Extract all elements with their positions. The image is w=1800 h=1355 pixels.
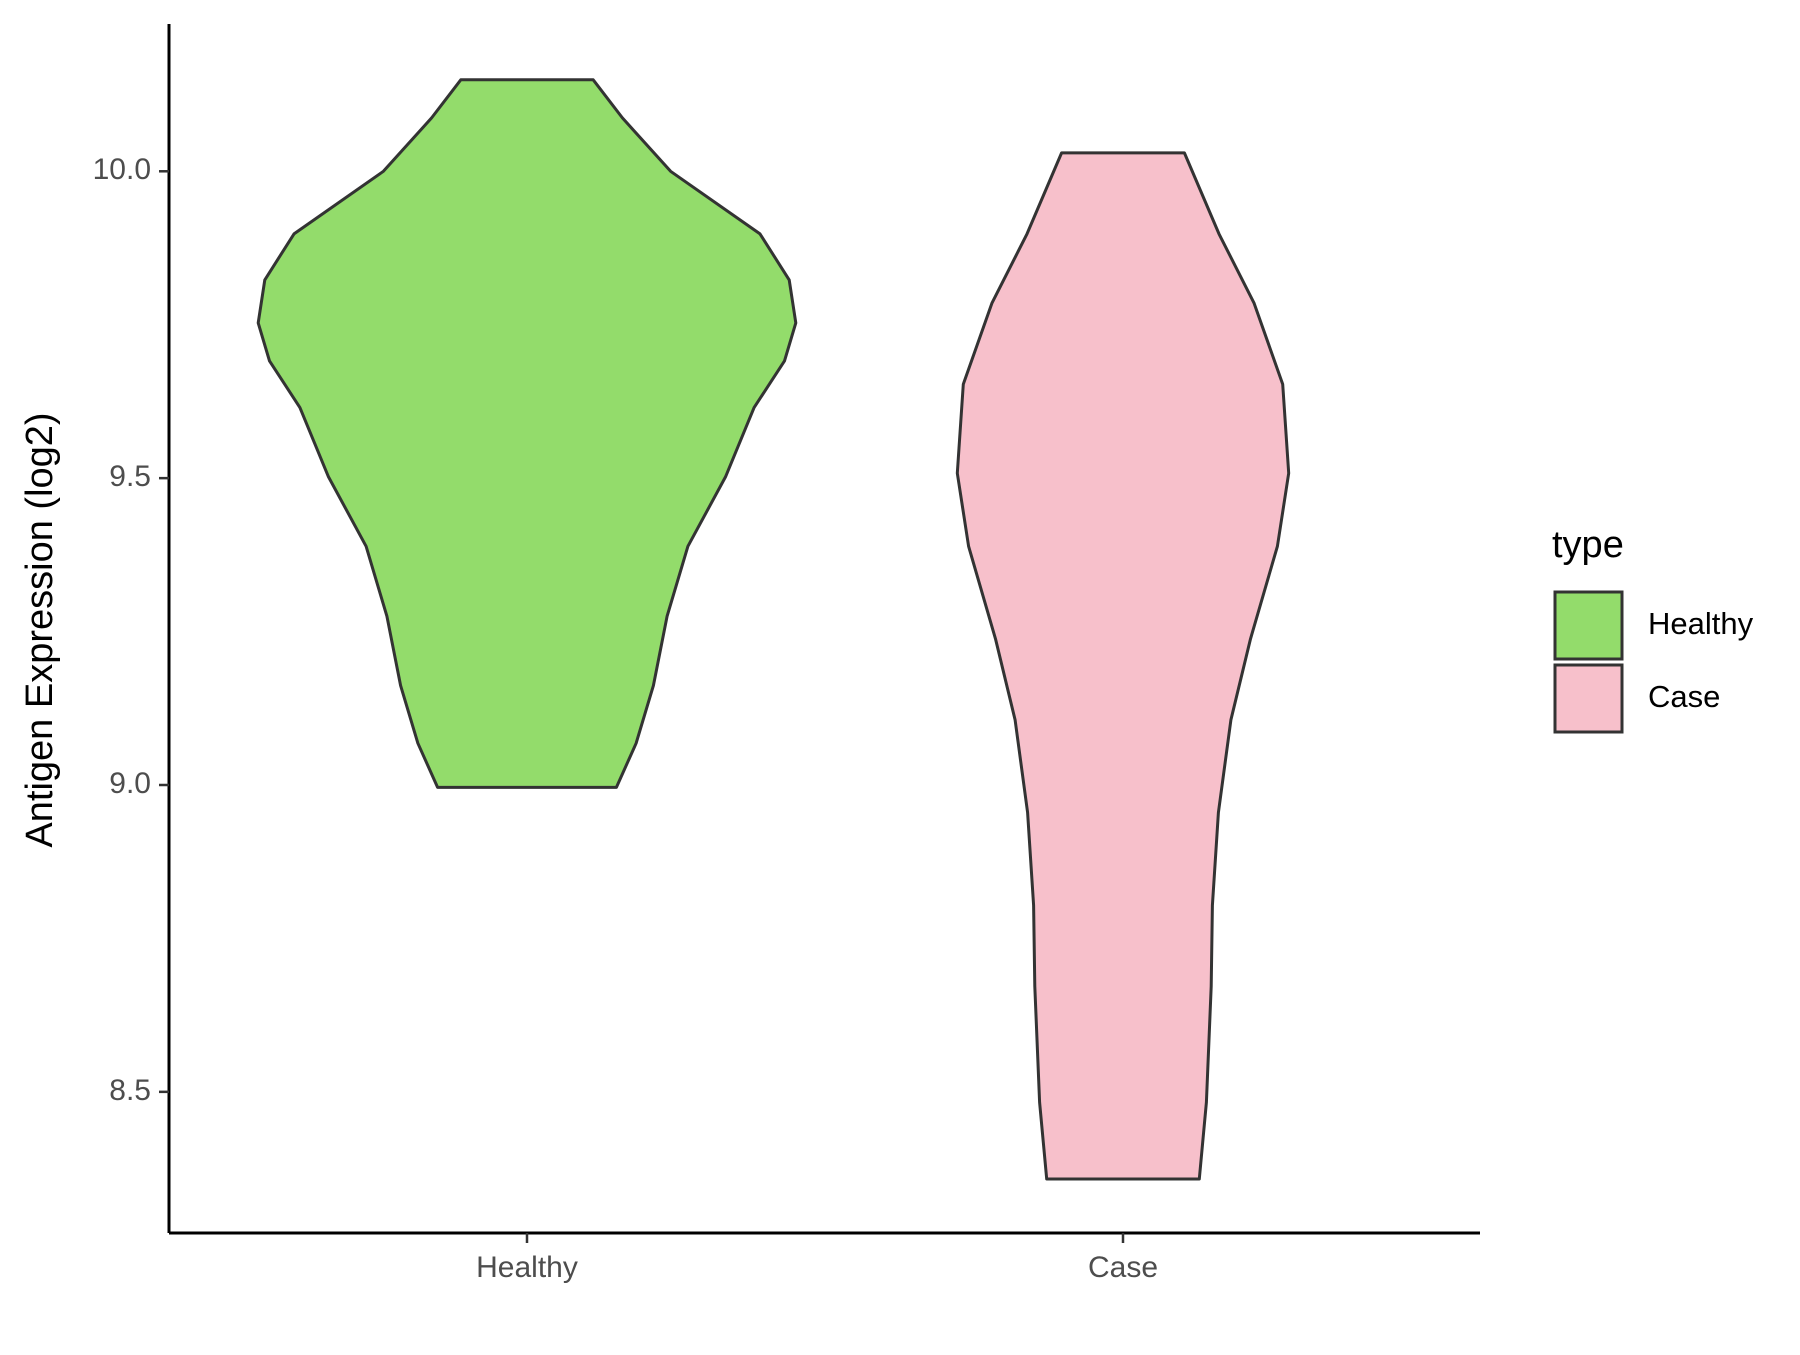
violin xyxy=(256,78,798,789)
legend-title: type xyxy=(1552,524,1624,566)
legend-key xyxy=(1553,590,1624,661)
x-tick-label: Case xyxy=(1088,1251,1158,1284)
legend-label: Healthy xyxy=(1648,606,1754,641)
legend-key xyxy=(1553,663,1624,734)
x-tick-label: Healthy xyxy=(476,1251,578,1284)
y-tick-label: 10.0 xyxy=(93,153,151,186)
legend-label: Case xyxy=(1648,679,1720,714)
y-tick-label: 9.0 xyxy=(109,767,151,800)
y-tick-label: 9.5 xyxy=(109,460,151,493)
y-tick-label: 8.5 xyxy=(109,1074,151,1107)
violin xyxy=(955,151,1291,1181)
y-axis-title: Antigen Expression (log2) xyxy=(19,412,61,847)
